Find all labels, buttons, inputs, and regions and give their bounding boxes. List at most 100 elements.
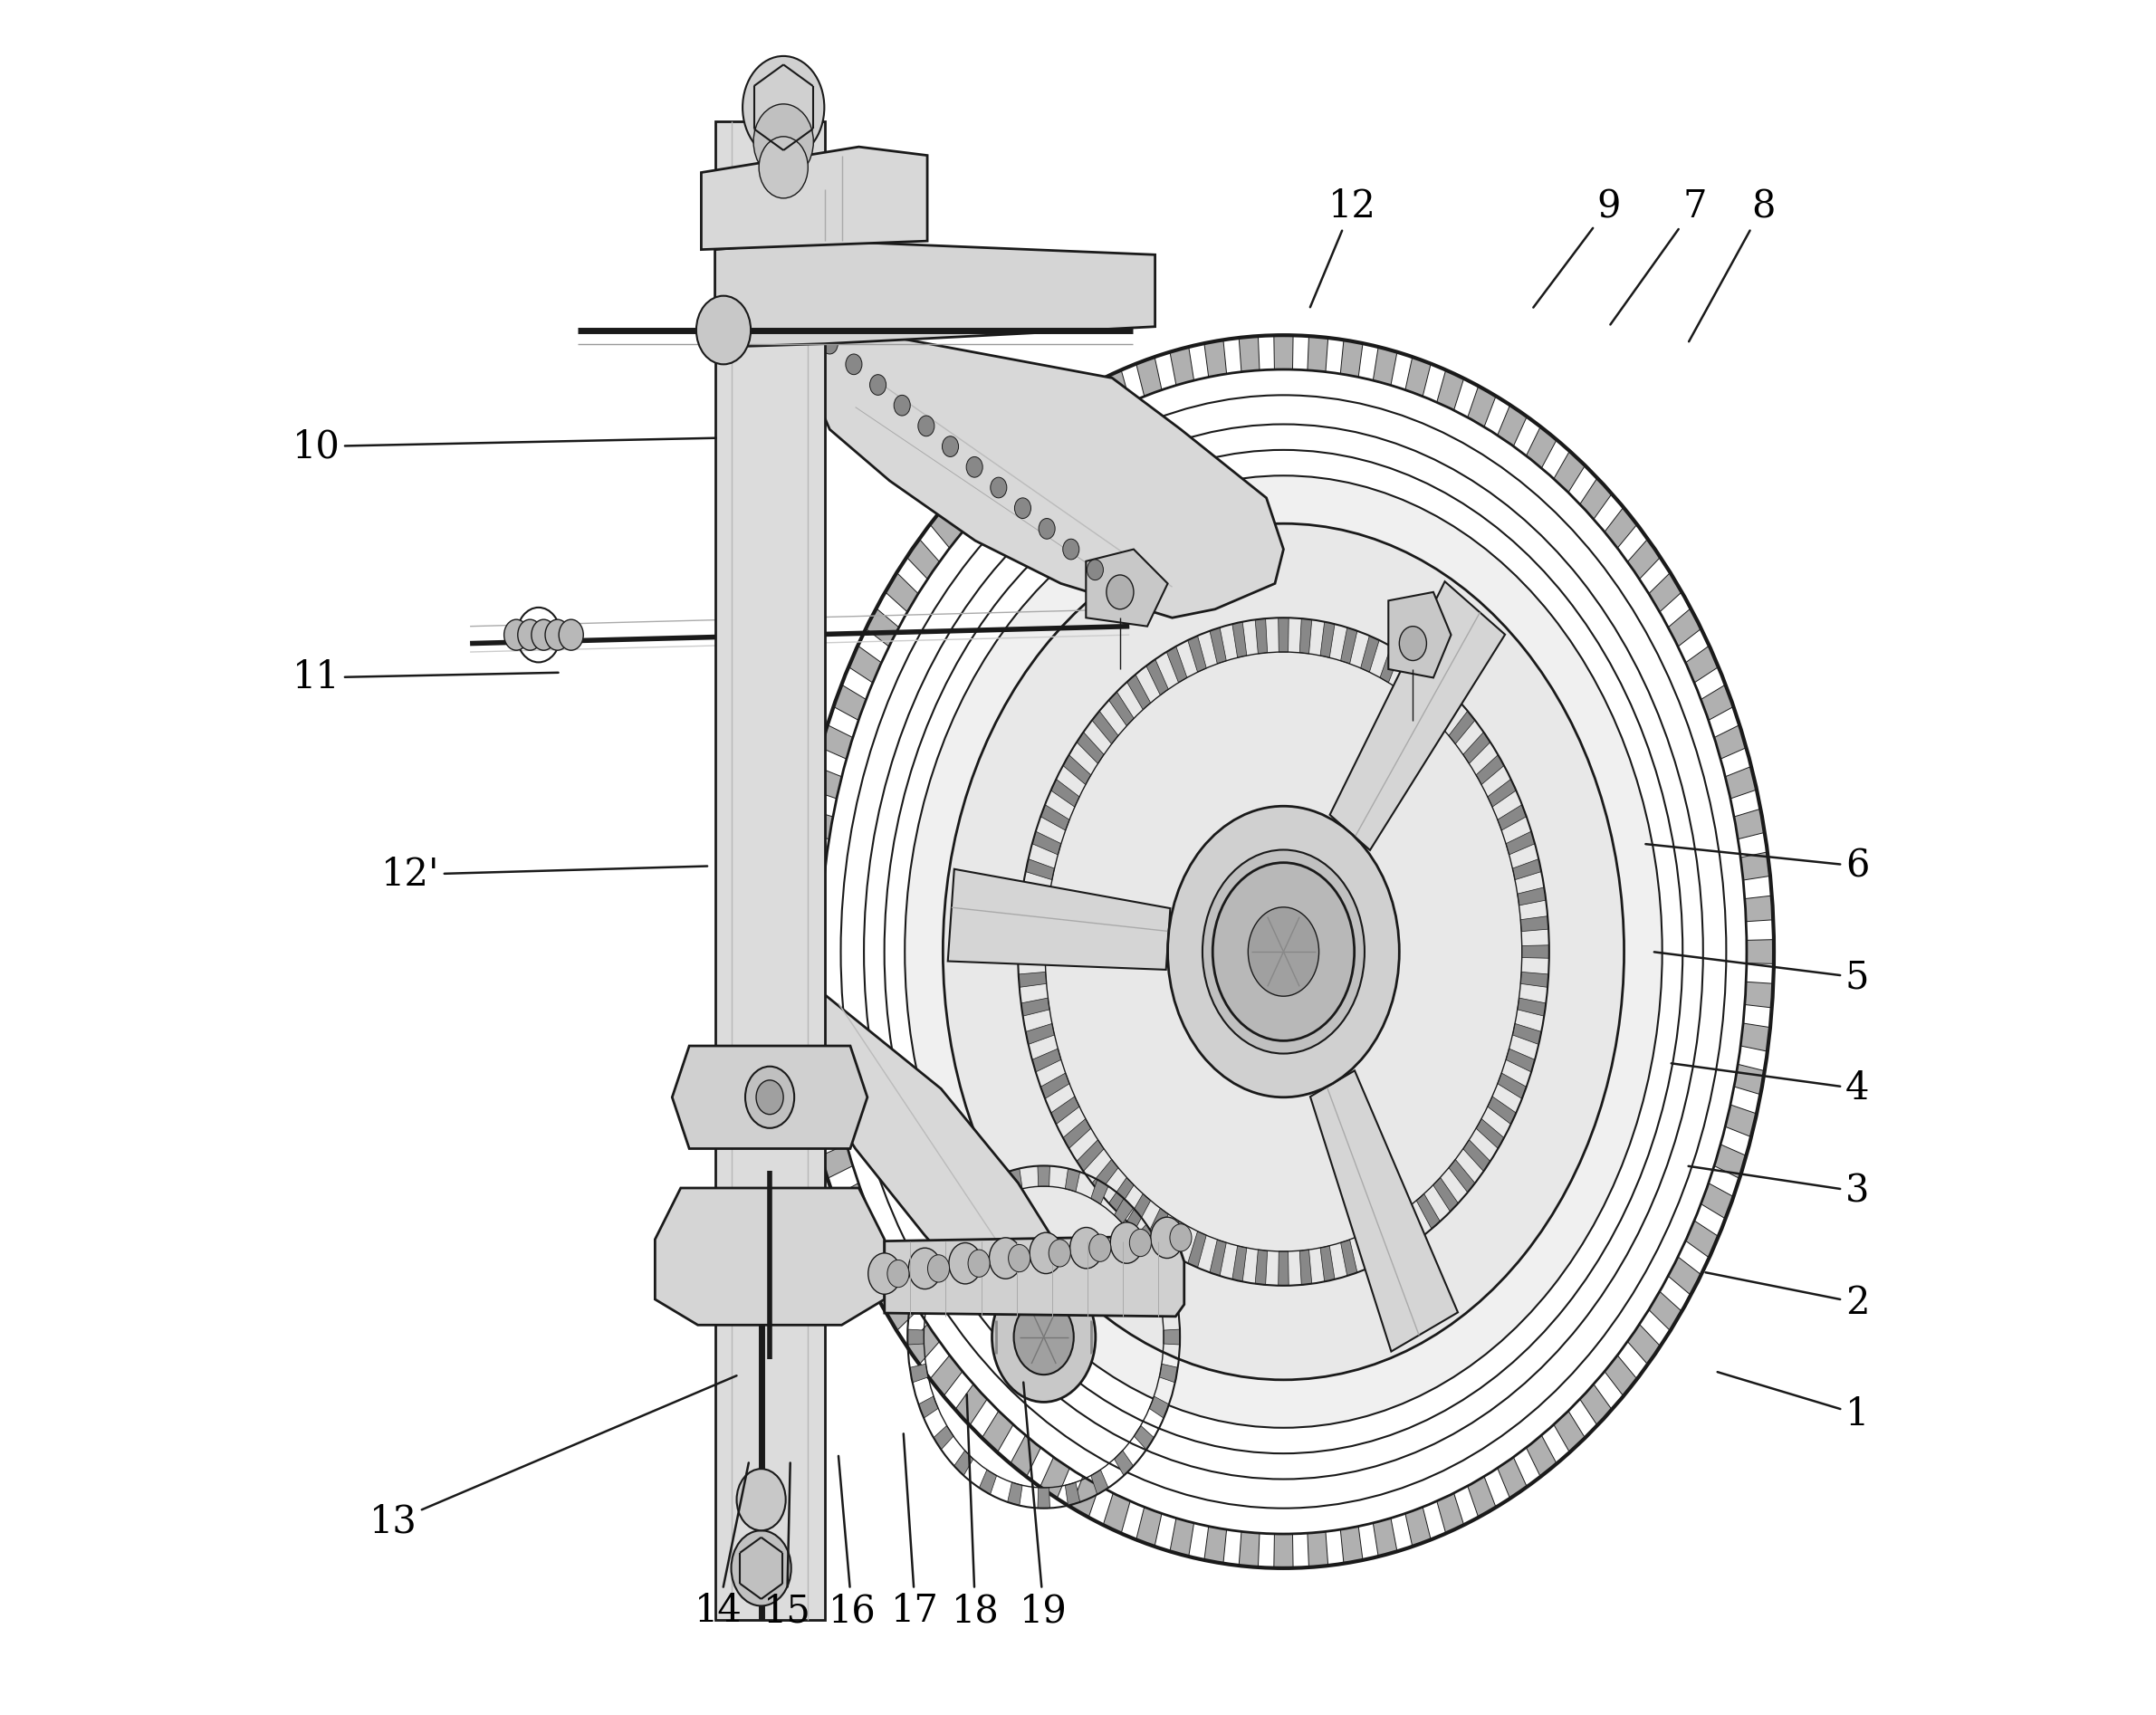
- Polygon shape: [793, 981, 821, 1008]
- Polygon shape: [1744, 981, 1772, 1008]
- Polygon shape: [1406, 357, 1432, 396]
- Polygon shape: [1669, 1257, 1701, 1295]
- Polygon shape: [1373, 1518, 1397, 1557]
- Polygon shape: [1050, 1096, 1080, 1125]
- Polygon shape: [1416, 674, 1440, 710]
- Ellipse shape: [906, 475, 1662, 1429]
- Polygon shape: [1171, 1518, 1194, 1557]
- Polygon shape: [1580, 1384, 1613, 1425]
- Polygon shape: [1128, 674, 1151, 710]
- Ellipse shape: [942, 436, 959, 456]
- Polygon shape: [1554, 1411, 1585, 1453]
- Ellipse shape: [558, 619, 584, 650]
- Polygon shape: [821, 725, 854, 760]
- Polygon shape: [804, 329, 1283, 617]
- Polygon shape: [918, 1396, 938, 1418]
- Polygon shape: [798, 852, 826, 880]
- Ellipse shape: [1069, 1228, 1102, 1269]
- Polygon shape: [834, 684, 867, 720]
- Polygon shape: [1464, 1140, 1490, 1171]
- Text: 11: 11: [291, 659, 558, 696]
- Ellipse shape: [1031, 1233, 1063, 1274]
- Polygon shape: [1669, 609, 1701, 647]
- Polygon shape: [1498, 1458, 1526, 1499]
- Polygon shape: [1449, 1159, 1475, 1192]
- Polygon shape: [716, 122, 824, 1619]
- Polygon shape: [1041, 1074, 1069, 1099]
- Text: 2: 2: [1705, 1273, 1869, 1322]
- Text: 18: 18: [951, 1394, 998, 1629]
- Polygon shape: [1436, 370, 1464, 410]
- Polygon shape: [1115, 1451, 1134, 1475]
- Polygon shape: [1319, 623, 1335, 657]
- Polygon shape: [1399, 1209, 1421, 1243]
- Ellipse shape: [990, 477, 1007, 497]
- Polygon shape: [929, 508, 962, 549]
- Polygon shape: [1319, 1245, 1335, 1281]
- Polygon shape: [1488, 779, 1516, 808]
- Ellipse shape: [737, 1468, 785, 1530]
- Polygon shape: [780, 978, 1078, 1324]
- Polygon shape: [1701, 1183, 1733, 1219]
- Polygon shape: [716, 242, 1156, 346]
- Polygon shape: [1210, 1240, 1227, 1276]
- Polygon shape: [1149, 1396, 1169, 1418]
- Polygon shape: [1093, 712, 1119, 744]
- Polygon shape: [929, 1355, 962, 1396]
- Polygon shape: [955, 1199, 972, 1223]
- Polygon shape: [1026, 859, 1054, 880]
- Polygon shape: [1033, 832, 1061, 854]
- Text: 19: 19: [1020, 1382, 1067, 1629]
- Text: 13: 13: [369, 1375, 737, 1542]
- Polygon shape: [1115, 1199, 1134, 1223]
- Polygon shape: [1388, 592, 1451, 677]
- Polygon shape: [934, 1425, 953, 1449]
- Polygon shape: [798, 1024, 826, 1051]
- Ellipse shape: [1203, 851, 1365, 1053]
- Polygon shape: [1205, 1526, 1227, 1564]
- Polygon shape: [802, 1065, 832, 1094]
- Ellipse shape: [1212, 863, 1354, 1041]
- Polygon shape: [1399, 659, 1421, 695]
- Ellipse shape: [1015, 497, 1031, 518]
- Polygon shape: [701, 147, 927, 250]
- Ellipse shape: [752, 105, 813, 180]
- Polygon shape: [1701, 684, 1733, 720]
- Polygon shape: [1725, 1104, 1757, 1137]
- Polygon shape: [1341, 1526, 1363, 1564]
- Text: 1: 1: [1718, 1372, 1869, 1434]
- Polygon shape: [1166, 647, 1188, 683]
- Polygon shape: [1714, 1144, 1746, 1178]
- Text: 5: 5: [1654, 952, 1869, 996]
- Polygon shape: [802, 809, 832, 839]
- Ellipse shape: [1018, 617, 1550, 1286]
- Polygon shape: [1468, 1477, 1496, 1518]
- Text: 3: 3: [1688, 1166, 1869, 1211]
- Polygon shape: [1522, 945, 1548, 959]
- Polygon shape: [1011, 427, 1041, 468]
- Ellipse shape: [1169, 806, 1399, 1098]
- Polygon shape: [1149, 1255, 1169, 1278]
- Polygon shape: [1037, 1166, 1050, 1187]
- Ellipse shape: [1039, 518, 1054, 539]
- Polygon shape: [1649, 1291, 1682, 1331]
- Polygon shape: [1026, 1024, 1054, 1044]
- Ellipse shape: [1089, 1235, 1110, 1262]
- Polygon shape: [1580, 478, 1613, 520]
- Polygon shape: [1087, 549, 1169, 626]
- Text: 8: 8: [1688, 187, 1774, 341]
- Ellipse shape: [517, 619, 543, 650]
- Text: 9: 9: [1533, 187, 1621, 307]
- Polygon shape: [1464, 732, 1490, 763]
- Ellipse shape: [696, 295, 750, 364]
- Polygon shape: [1449, 712, 1475, 744]
- Polygon shape: [1147, 1209, 1169, 1243]
- Polygon shape: [1740, 852, 1770, 880]
- Polygon shape: [1011, 1435, 1041, 1477]
- Polygon shape: [1274, 336, 1294, 369]
- Polygon shape: [1686, 645, 1718, 683]
- Polygon shape: [1063, 755, 1091, 785]
- Polygon shape: [1330, 581, 1505, 851]
- Polygon shape: [908, 1329, 925, 1345]
- Polygon shape: [1022, 887, 1050, 906]
